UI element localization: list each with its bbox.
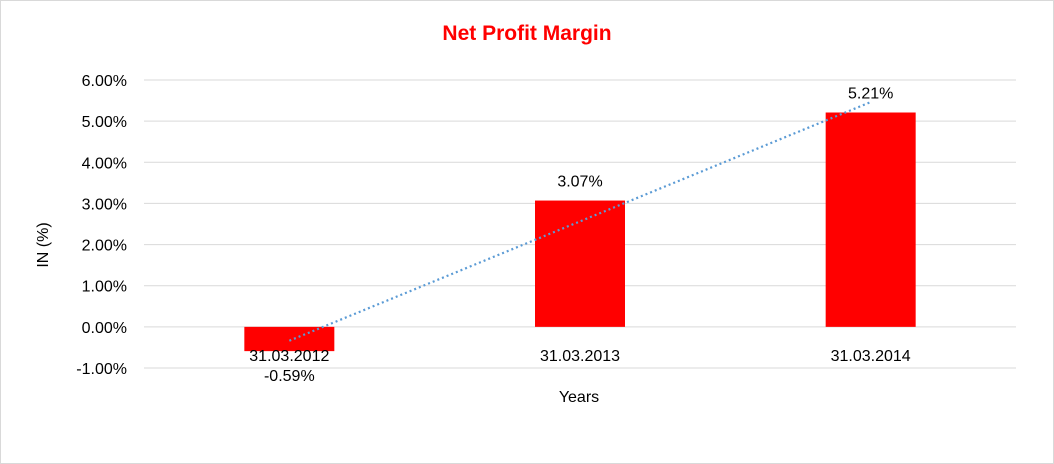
x-category-label: 31.03.2012 [249, 348, 329, 365]
x-category-label: 31.03.2013 [540, 348, 620, 365]
y-axis-label: IN (%) [35, 222, 52, 267]
y-tick-label: 3.00% [82, 196, 127, 213]
y-tick-label: 2.00% [82, 238, 127, 255]
data-label: 5.21% [848, 86, 893, 103]
bars [244, 112, 916, 352]
chart-title: Net Profit Margin [442, 22, 611, 45]
y-tick-labels: -1.00% 0.00% 1.00% 2.00% 3.00% 4.00% 5.00% 6.00… [76, 73, 127, 378]
x-axis-label: Years [559, 389, 599, 406]
bar [535, 200, 625, 327]
y-tick-label: -1.00% [76, 361, 127, 378]
data-labels: -0.59% 3.07% 5.21% [264, 86, 893, 386]
y-tick-label: 6.00% [82, 73, 127, 90]
bar [825, 112, 916, 327]
data-label: -0.59% [264, 368, 315, 385]
y-tick-label: 0.00% [82, 320, 127, 337]
y-tick-label: 5.00% [82, 114, 127, 131]
y-tick-label: 1.00% [82, 279, 127, 296]
bar [244, 326, 335, 352]
y-tick-label: 4.00% [82, 155, 127, 172]
x-category-labels: 31.03.2012 31.03.2013 31.03.2014 [249, 348, 911, 365]
data-label: 3.07% [557, 174, 602, 191]
x-category-label: 31.03.2014 [831, 348, 911, 365]
